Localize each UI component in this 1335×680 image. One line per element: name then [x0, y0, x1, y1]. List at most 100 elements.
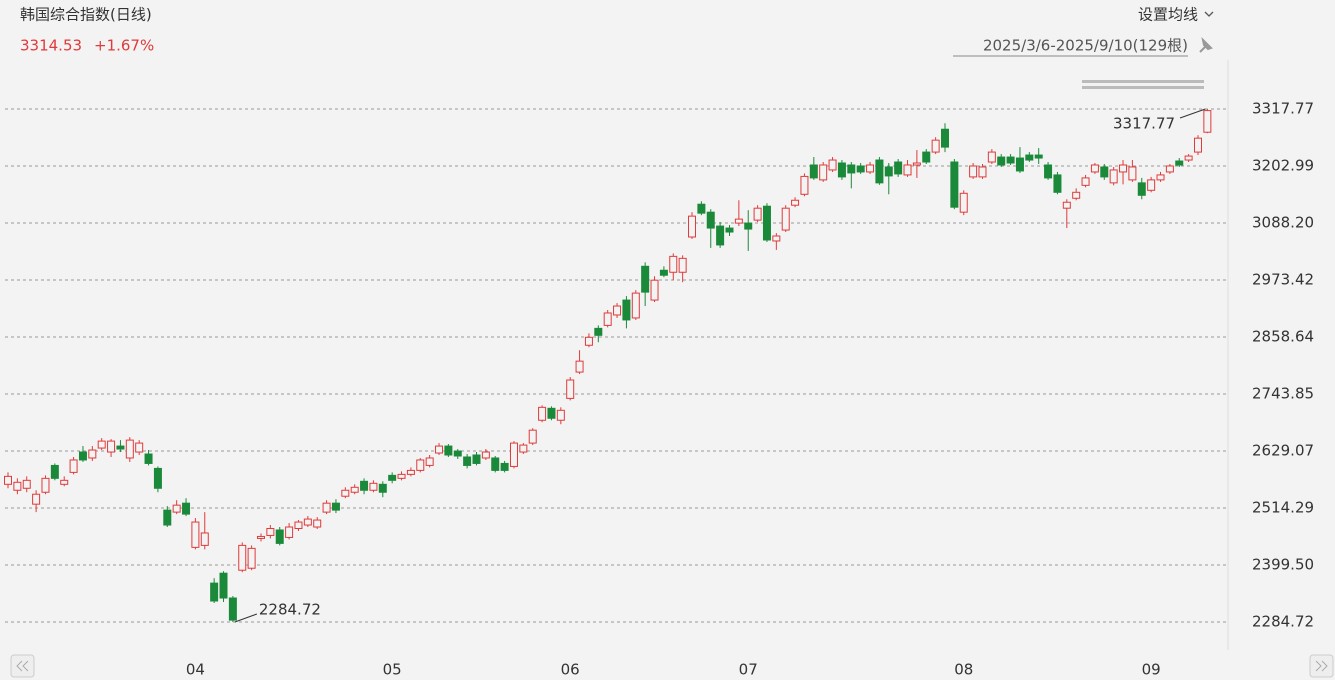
candle-body	[969, 165, 978, 178]
candle-body	[697, 203, 706, 214]
candle-body	[584, 336, 593, 346]
candle-body	[331, 502, 340, 511]
candle-body	[285, 526, 294, 538]
candle-body	[772, 235, 781, 242]
candle-body	[153, 467, 162, 489]
y-tick-label: 2284.72	[1252, 612, 1314, 630]
candle-body	[519, 444, 528, 453]
low-annotation: 2284.72	[259, 600, 321, 618]
pin-icon[interactable]	[1199, 36, 1213, 53]
x-tick-label: 09	[1142, 661, 1161, 679]
y-tick-label: 2973.42	[1252, 270, 1314, 288]
candle-body	[950, 161, 959, 208]
y-tick-label: 2858.64	[1252, 327, 1314, 345]
candle-body	[144, 453, 153, 464]
candle-body	[688, 215, 697, 238]
candle-body	[69, 459, 78, 473]
dropdown-icon[interactable]	[1204, 11, 1214, 17]
candle-body	[931, 139, 940, 153]
candle-body	[781, 207, 790, 231]
candle-body	[378, 483, 387, 493]
candle-body	[1128, 166, 1137, 181]
candle-body	[669, 255, 678, 273]
x-tick-label: 06	[561, 661, 580, 679]
candle-body	[247, 547, 256, 569]
x-tick-label: 07	[739, 661, 758, 679]
candle-body	[125, 439, 134, 459]
candle-body	[360, 480, 369, 491]
candle-body	[1034, 154, 1043, 159]
candle-body	[313, 519, 322, 528]
candle-body	[191, 521, 200, 548]
candle-body	[1156, 174, 1165, 181]
candle-body	[88, 449, 97, 459]
candle-body	[107, 440, 116, 453]
candle-body	[472, 454, 481, 464]
candle-body	[762, 205, 771, 241]
candle-body	[397, 473, 406, 479]
candle-body	[388, 474, 397, 481]
candle-body	[322, 502, 331, 513]
candle-body	[1165, 165, 1174, 173]
candle-body	[800, 175, 809, 195]
candle-body	[60, 479, 69, 485]
y-tick-label: 2514.29	[1252, 498, 1314, 516]
candle-body	[641, 265, 650, 293]
candle-body	[444, 445, 453, 456]
candle-body	[613, 305, 622, 316]
chart-title: 韩国综合指数(日线)	[20, 6, 152, 24]
arrow-strip	[1082, 80, 1204, 89]
candle-body	[725, 227, 734, 233]
y-tick-label: 2743.85	[1252, 384, 1314, 402]
candle-body	[997, 156, 1006, 166]
candle-body	[631, 292, 640, 319]
candle-body	[538, 406, 547, 421]
candle-body	[275, 529, 284, 544]
scroll-left-icon[interactable]	[16, 660, 29, 672]
candle-body	[987, 151, 996, 163]
y-tick-label: 3317.77	[1252, 99, 1314, 117]
candle-body	[1053, 174, 1062, 193]
candle-body	[847, 164, 856, 174]
candle-body	[1203, 110, 1212, 133]
x-tick-label: 05	[383, 661, 402, 679]
candle-body	[4, 475, 12, 485]
candle-body	[1025, 154, 1034, 161]
y-tick-label: 2399.50	[1252, 555, 1314, 573]
candle-body	[97, 440, 106, 449]
candle-body	[959, 192, 968, 213]
candle-body	[837, 162, 846, 178]
candle-body	[228, 597, 237, 621]
candle-body	[603, 312, 612, 326]
candle-body	[791, 199, 800, 206]
candle-body	[894, 161, 903, 175]
candle-body	[1193, 137, 1202, 153]
candle-body	[238, 544, 247, 571]
ma-setting[interactable]: 设置均线	[1138, 6, 1198, 24]
candle-body	[1147, 179, 1156, 191]
candle-body	[303, 518, 312, 526]
candle-body	[1109, 169, 1118, 184]
annotation-arrow	[234, 613, 258, 623]
scroll-right-icon[interactable]	[1315, 660, 1328, 672]
candle-body	[1044, 164, 1053, 179]
candle-body	[32, 493, 41, 505]
candle-body	[1119, 164, 1128, 173]
candle-body	[1072, 191, 1081, 199]
candle-body	[256, 535, 265, 539]
candle-body	[716, 225, 725, 246]
candle-body	[13, 481, 22, 491]
candle-body	[809, 164, 818, 179]
y-tick-label: 2629.07	[1252, 441, 1314, 459]
candle-body	[875, 159, 884, 184]
candle-body	[453, 450, 462, 457]
candle-body	[406, 469, 415, 475]
candle-body	[734, 218, 743, 224]
candle-body	[463, 456, 472, 466]
annotation-arrow	[1179, 108, 1206, 119]
candle-body	[1175, 160, 1184, 166]
candle-body	[528, 429, 537, 444]
candle-body	[341, 489, 350, 497]
candle-body	[163, 509, 172, 526]
candle-body	[912, 162, 921, 166]
